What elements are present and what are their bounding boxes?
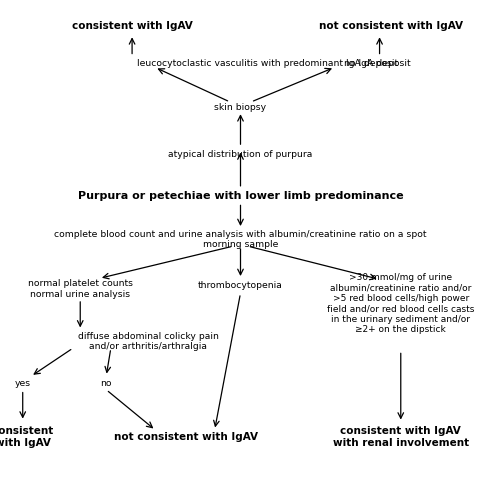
- Text: no IgA deposit: no IgA deposit: [344, 60, 410, 68]
- Text: not consistent with IgAV: not consistent with IgAV: [319, 21, 462, 31]
- Text: leucocytoclastic vasculitis with predominant IgA deposit: leucocytoclastic vasculitis with predomi…: [136, 60, 397, 68]
- Text: normal platelet counts
normal urine analysis: normal platelet counts normal urine anal…: [28, 280, 132, 299]
- Text: consistent with IgAV: consistent with IgAV: [72, 21, 192, 31]
- Text: >30 mmol/mg of urine
albumin/creatinine ratio and/or
>5 red blood cells/high pow: >30 mmol/mg of urine albumin/creatinine …: [326, 274, 473, 334]
- Text: consistent
with IgAV: consistent with IgAV: [0, 426, 53, 448]
- Text: atypical distribution of purpura: atypical distribution of purpura: [168, 150, 312, 159]
- Text: thrombocytopenia: thrombocytopenia: [198, 281, 282, 290]
- Text: consistent with IgAV
with renal involvement: consistent with IgAV with renal involvem…: [332, 426, 468, 448]
- Text: complete blood count and urine analysis with albumin/creatinine ratio on a spot
: complete blood count and urine analysis …: [54, 230, 426, 249]
- Text: no: no: [100, 379, 112, 388]
- Text: yes: yes: [14, 379, 31, 388]
- Text: diffuse abdominal colicky pain
and/or arthritis/arthralgia: diffuse abdominal colicky pain and/or ar…: [78, 332, 218, 351]
- Text: Purpura or petechiae with lower limb predominance: Purpura or petechiae with lower limb pre…: [78, 191, 402, 201]
- Text: not consistent with IgAV: not consistent with IgAV: [114, 432, 258, 442]
- Text: skin biopsy: skin biopsy: [214, 104, 266, 112]
